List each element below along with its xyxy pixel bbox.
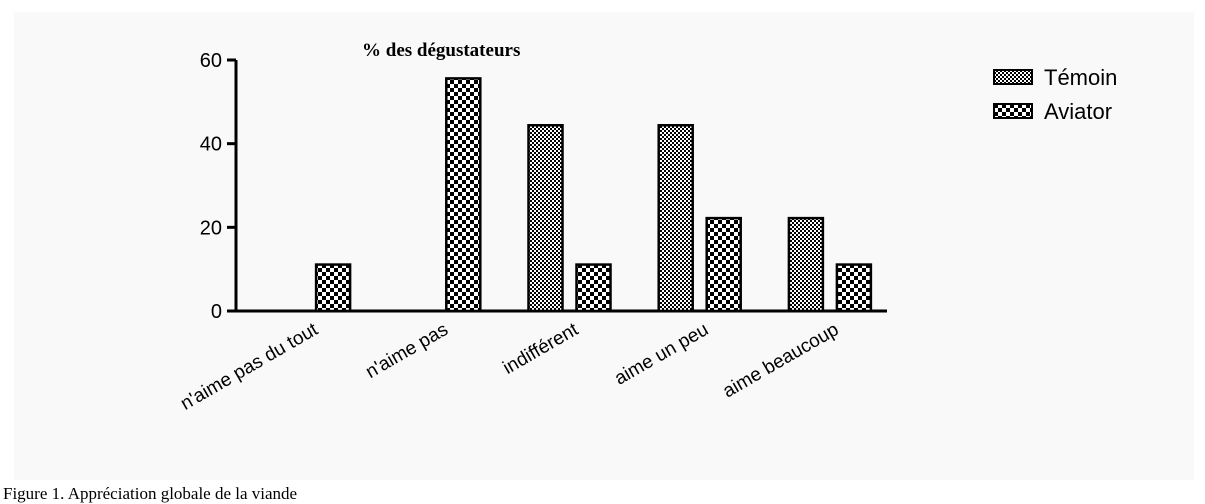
legend-label: Témoin [1044, 65, 1117, 90]
bar-t-moin [787, 216, 825, 313]
y-tick-label: 20 [200, 217, 222, 239]
bar-aviator [575, 263, 612, 313]
y-tick-label: 60 [200, 50, 222, 72]
y-tick-label: 0 [211, 301, 222, 323]
bar-t-moin [527, 124, 564, 313]
x-tick-label: indifférent [500, 319, 583, 379]
bar-chart: % des dégustateurs 0 20 40 60 n'aime pas du… [177, 40, 1117, 415]
bar-aviator [835, 263, 873, 313]
y-tick-label: 40 [200, 134, 222, 156]
legend-label: Aviator [1044, 99, 1112, 124]
x-tick-label: aime un peu [611, 319, 712, 389]
legend-swatch [993, 69, 1033, 85]
bar-aviator [705, 216, 742, 313]
chart-title: % des dégustateurs [362, 40, 520, 61]
figure-caption: Figure 1. Appréciation globale de la via… [3, 484, 298, 503]
legend-swatch [993, 103, 1033, 119]
bar-aviator [314, 263, 352, 313]
x-tick-label: n'aime pas du tout [177, 319, 322, 415]
x-tick-label: aime beaucoup [719, 319, 842, 402]
chart-panel: % des dégustateurs 0 20 40 60 n'aime pas du… [14, 12, 1194, 480]
bar-t-moin [657, 124, 694, 313]
bar-aviator [445, 77, 482, 313]
x-tick-label: n'aime pas [362, 319, 452, 383]
